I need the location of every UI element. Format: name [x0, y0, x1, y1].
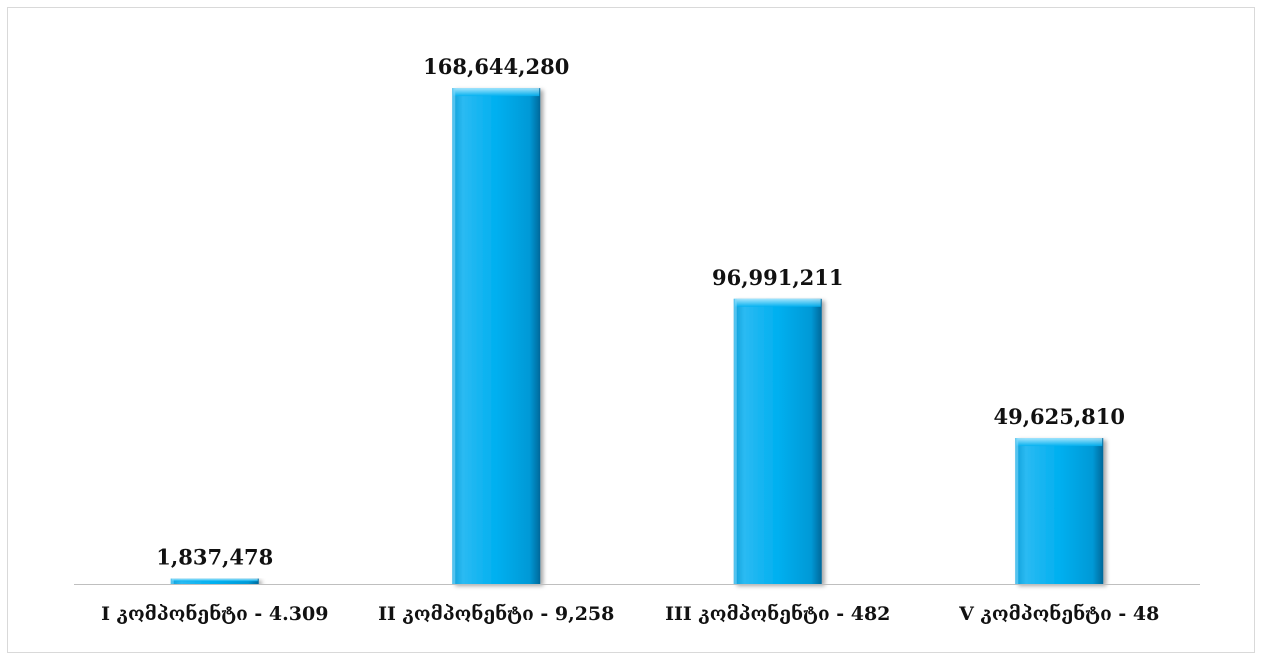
category-label-3: III კომპონენტი - 482	[665, 602, 890, 625]
bar-edge	[170, 578, 174, 584]
data-label-1: 1,837,478	[156, 545, 273, 570]
category-label-2: II კომპონენტი - 9,258	[378, 602, 614, 625]
category-label-1: I კომპონენტი - 4.309	[101, 602, 328, 625]
bar-rect	[452, 88, 541, 584]
bar-1	[170, 578, 259, 584]
bar-2	[452, 88, 541, 584]
bar-bevel	[171, 578, 258, 582]
bar-bevel	[734, 298, 821, 307]
bar-3	[733, 298, 822, 584]
bar-4	[1015, 438, 1104, 584]
bar-rect	[1015, 438, 1104, 584]
data-label-3: 96,991,211	[712, 265, 844, 290]
bar-edge	[733, 298, 737, 584]
data-label-4: 49,625,810	[993, 404, 1125, 429]
bar-edge	[452, 88, 456, 584]
bar-edge	[1015, 438, 1019, 584]
bar-bevel	[453, 88, 540, 97]
bar-bevel	[1016, 438, 1103, 447]
bar-rect	[733, 298, 822, 584]
category-label-4: V კომპონენტი - 48	[958, 602, 1159, 625]
data-label-2: 168,644,280	[423, 54, 569, 79]
